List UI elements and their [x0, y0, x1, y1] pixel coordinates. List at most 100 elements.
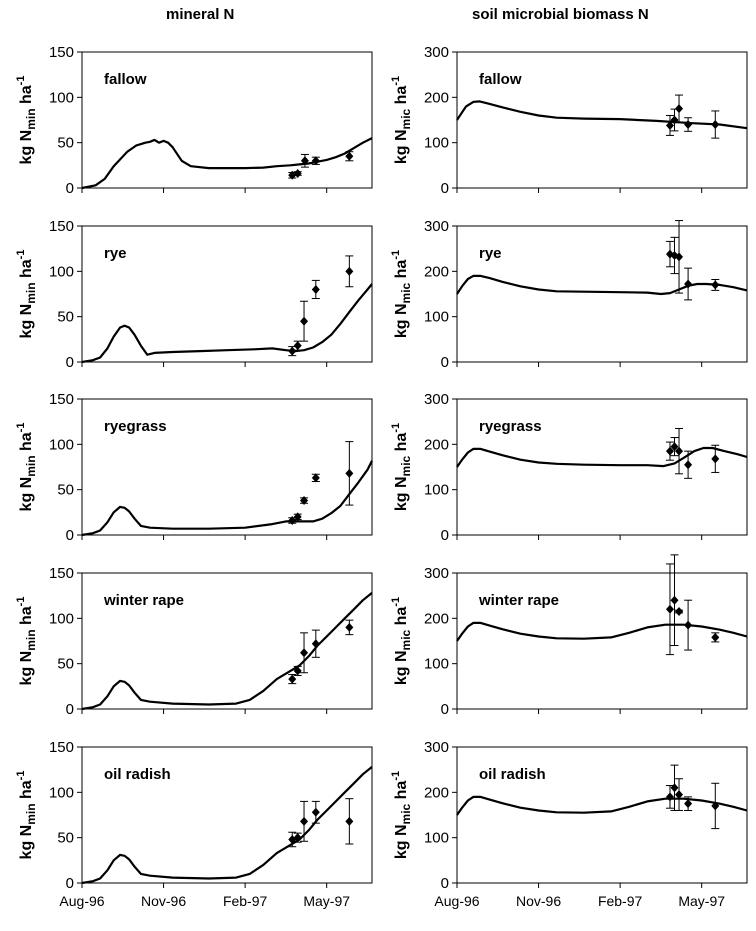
panel-label: winter rape [103, 592, 184, 609]
y-tick-label: 50 [57, 482, 74, 499]
observed-point [311, 473, 320, 483]
observed-point [300, 316, 309, 326]
observed-point [311, 639, 320, 649]
y-tick-label: 300 [424, 218, 449, 235]
y-tick-label: 100 [424, 482, 449, 499]
observed-point [711, 801, 720, 811]
y-axis-label: kg Nmic ha-1 [390, 76, 413, 164]
y-tick-label: 100 [424, 309, 449, 326]
observed-point [670, 783, 679, 793]
observed-point [288, 515, 297, 525]
panel-label: oil radish [104, 766, 171, 783]
y-tick-label: 0 [66, 527, 74, 544]
y-axis-label: kg Nmic ha-1 [390, 423, 413, 511]
x-tick-label: Nov-96 [516, 893, 561, 909]
observed-point [288, 674, 297, 684]
observed-point [675, 607, 684, 617]
x-tick-label: May-97 [303, 893, 350, 909]
panel-oil-radish-microbial: 0 100 200 300 Aug-96 Nov-96 Feb-97 May-97 kg Nmi… [390, 739, 748, 909]
y-axis-label: kg Nmic ha-1 [390, 597, 413, 685]
y-axis-label: kg Nmin ha-1 [15, 597, 38, 686]
x-tick-label: May-97 [678, 893, 725, 909]
y-tick-label: 0 [66, 354, 74, 371]
y-tick-label: 100 [424, 830, 449, 847]
observed-point [684, 620, 693, 630]
model-line [81, 592, 373, 711]
observed-point [670, 250, 679, 260]
y-tick-label: 50 [57, 135, 74, 152]
y-tick-label: 100 [424, 135, 449, 152]
y-tick-label: 100 [49, 784, 74, 801]
observed-point [345, 622, 354, 632]
panel-label: ryegrass [104, 418, 167, 435]
panel-label: fallow [104, 71, 147, 88]
observed-point [665, 446, 674, 456]
y-axis-label: kg Nmic ha-1 [390, 771, 413, 859]
observed-point [711, 632, 720, 642]
column-title-microbial-biomass-n: soil microbial biomass N [472, 6, 649, 23]
y-tick-label: 150 [49, 218, 74, 235]
model-line [81, 283, 373, 364]
panel-rye-microbial: 0 100 200 300 kg Nmic ha-1 rye [390, 218, 748, 371]
observed-point [293, 512, 302, 522]
y-tick-label: 200 [424, 784, 449, 801]
y-tick-label: 0 [441, 701, 449, 718]
x-tick-label: Feb-97 [223, 893, 268, 909]
panel-ryegrass-mineral: 0 50 100 150 kg Nmin ha-1 ryegrass [15, 391, 373, 544]
model-line [456, 274, 748, 296]
column-title-mineral-n: mineral N [166, 6, 235, 23]
observed-point [711, 454, 720, 464]
panel-ryegrass-microbial: 0 100 200 300 kg Nmic ha-1 ryegrass [390, 391, 748, 544]
observed-point [300, 496, 309, 506]
y-tick-label: 100 [49, 89, 74, 106]
observed-point [311, 284, 320, 294]
model-line [81, 766, 373, 885]
observed-point [300, 156, 309, 166]
x-tick-label: Aug-96 [434, 893, 479, 909]
model-line [456, 100, 748, 130]
plot-frame [81, 572, 373, 710]
y-axis-label: kg Nmic ha-1 [390, 250, 413, 338]
plot-frame [81, 51, 373, 189]
observed-point [675, 104, 684, 114]
panel-label: fallow [479, 71, 522, 88]
y-tick-label: 150 [49, 391, 74, 408]
panel-fallow-microbial: 0 100 200 300 kg Nmic ha-1 fallow [390, 44, 748, 197]
panel-winter-rape-mineral: 0 50 100 150 kg Nmin ha-1 winter rape [15, 565, 373, 718]
observed-point [311, 156, 320, 166]
model-line [456, 795, 748, 816]
y-tick-label: 50 [57, 309, 74, 326]
y-tick-label: 0 [441, 527, 449, 544]
observed-point [684, 460, 693, 470]
observed-point [300, 648, 309, 658]
plot-frame [81, 746, 373, 884]
observed-point [675, 252, 684, 262]
panel-fallow-mineral: 0 50 100 150 kg Nmin ha-1 fallow [15, 44, 373, 197]
y-tick-label: 0 [441, 354, 449, 371]
y-tick-label: 100 [49, 263, 74, 280]
y-tick-label: 0 [441, 180, 449, 197]
y-tick-label: 100 [424, 656, 449, 673]
y-tick-label: 300 [424, 44, 449, 61]
model-line [456, 621, 748, 642]
observed-point [670, 595, 679, 605]
observed-point [293, 833, 302, 843]
model-line [81, 137, 373, 190]
y-axis-label: kg Nmin ha-1 [15, 250, 38, 339]
y-tick-label: 150 [49, 739, 74, 756]
y-tick-label: 300 [424, 739, 449, 756]
panel-label: oil radish [479, 766, 546, 783]
model-line [81, 460, 373, 537]
observed-point [300, 816, 309, 826]
observed-point [675, 446, 684, 456]
observed-point [293, 341, 302, 351]
y-tick-label: 0 [66, 701, 74, 718]
model-line [456, 446, 748, 468]
y-tick-label: 150 [49, 565, 74, 582]
y-tick-label: 0 [441, 875, 449, 892]
y-tick-label: 200 [424, 263, 449, 280]
y-axis-label: kg Nmin ha-1 [15, 423, 38, 512]
y-tick-label: 200 [424, 89, 449, 106]
observed-point [684, 279, 693, 289]
